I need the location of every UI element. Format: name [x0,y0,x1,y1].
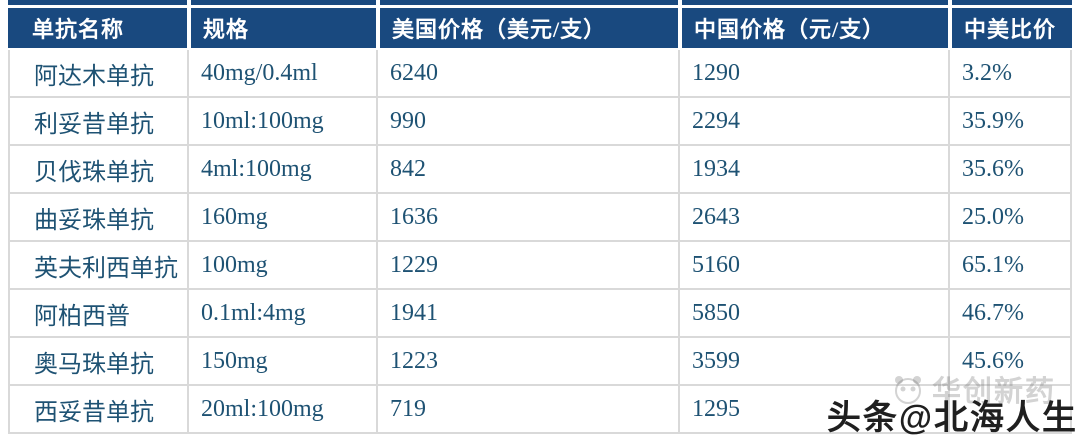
cell-spec: 150mg [187,338,376,386]
cell-ratio: 3.2% [948,50,1072,98]
cell-ratio [948,386,1072,434]
cell-ratio: 46.7% [948,290,1072,338]
cell-us: 1941 [376,290,678,338]
header-cell-label: 规格 [203,17,250,42]
cell-us: 842 [376,146,678,194]
cell-name: 阿柏西普 [8,290,187,338]
cell-spec: 0.1ml:4mg [187,290,376,338]
header-top-bar [8,0,187,5]
cell-cn: 5850 [678,290,948,338]
table-row: 曲妥珠单抗 160mg 1636 2643 25.0% [8,194,1072,242]
cell-cn: 1295 [678,386,948,434]
cell-name: 英夫利西单抗 [8,242,187,290]
header-cell-1: 规格 [187,0,376,48]
cell-spec: 160mg [187,194,376,242]
header-cell-label: 中美比价 [964,17,1057,42]
header-cell-4: 中美比价 [948,0,1072,48]
table-row: 利妥昔单抗 10ml:100mg 990 2294 35.9% [8,98,1072,146]
header-cell-0: 单抗名称 [8,0,187,48]
cell-name: 利妥昔单抗 [8,98,187,146]
table-row: 英夫利西单抗 100mg 1229 5160 65.1% [8,242,1072,290]
cell-cn: 5160 [678,242,948,290]
header-top-bar [191,0,376,5]
cell-cn: 2643 [678,194,948,242]
table-row: 阿达木单抗 40mg/0.4ml 6240 1290 3.2% [8,50,1072,98]
table-row: 阿柏西普 0.1ml:4mg 1941 5850 46.7% [8,290,1072,338]
header-cell-label: 中国价格（元/支） [694,17,886,42]
header-top-bar [380,0,678,5]
cell-name: 贝伐珠单抗 [8,146,187,194]
cell-ratio: 35.6% [948,146,1072,194]
cell-cn: 1290 [678,50,948,98]
cell-us: 990 [376,98,678,146]
cell-cn: 2294 [678,98,948,146]
cell-us: 6240 [376,50,678,98]
table-row: 西妥昔单抗 20ml:100mg 719 1295 [8,386,1072,434]
cell-spec: 10ml:100mg [187,98,376,146]
cell-name: 西妥昔单抗 [8,386,187,434]
price-comparison-table: 单抗名称 规格 美国价格（美元/支） 中国价格（元/支） 中美比价 阿达木单抗 40mg/… [8,0,1072,434]
header-cell-label: 美国价格（美元/支） [392,17,607,42]
header-top-bar [682,0,948,5]
cell-spec: 20ml:100mg [187,386,376,434]
cell-name: 奥马珠单抗 [8,338,187,386]
cell-ratio: 25.0% [948,194,1072,242]
cell-spec: 100mg [187,242,376,290]
cell-us: 1229 [376,242,678,290]
cell-cn: 3599 [678,338,948,386]
header-top-bar [952,0,1072,5]
table-header-row: 单抗名称 规格 美国价格（美元/支） 中国价格（元/支） 中美比价 [8,0,1072,48]
table-row: 贝伐珠单抗 4ml:100mg 842 1934 35.6% [8,146,1072,194]
cell-ratio: 65.1% [948,242,1072,290]
cell-cn: 1934 [678,146,948,194]
table-body: 阿达木单抗 40mg/0.4ml 6240 1290 3.2% 利妥昔单抗 10ml:100… [8,50,1072,434]
cell-spec: 4ml:100mg [187,146,376,194]
header-cell-label: 单抗名称 [32,17,125,42]
cell-ratio: 35.9% [948,98,1072,146]
cell-spec: 40mg/0.4ml [187,50,376,98]
header-cell-2: 美国价格（美元/支） [376,0,678,48]
cell-name: 曲妥珠单抗 [8,194,187,242]
cell-us: 1636 [376,194,678,242]
cell-us: 1223 [376,338,678,386]
cell-us: 719 [376,386,678,434]
table-row: 奥马珠单抗 150mg 1223 3599 45.6% [8,338,1072,386]
cell-name: 阿达木单抗 [8,50,187,98]
header-cell-3: 中国价格（元/支） [678,0,948,48]
cell-ratio: 45.6% [948,338,1072,386]
